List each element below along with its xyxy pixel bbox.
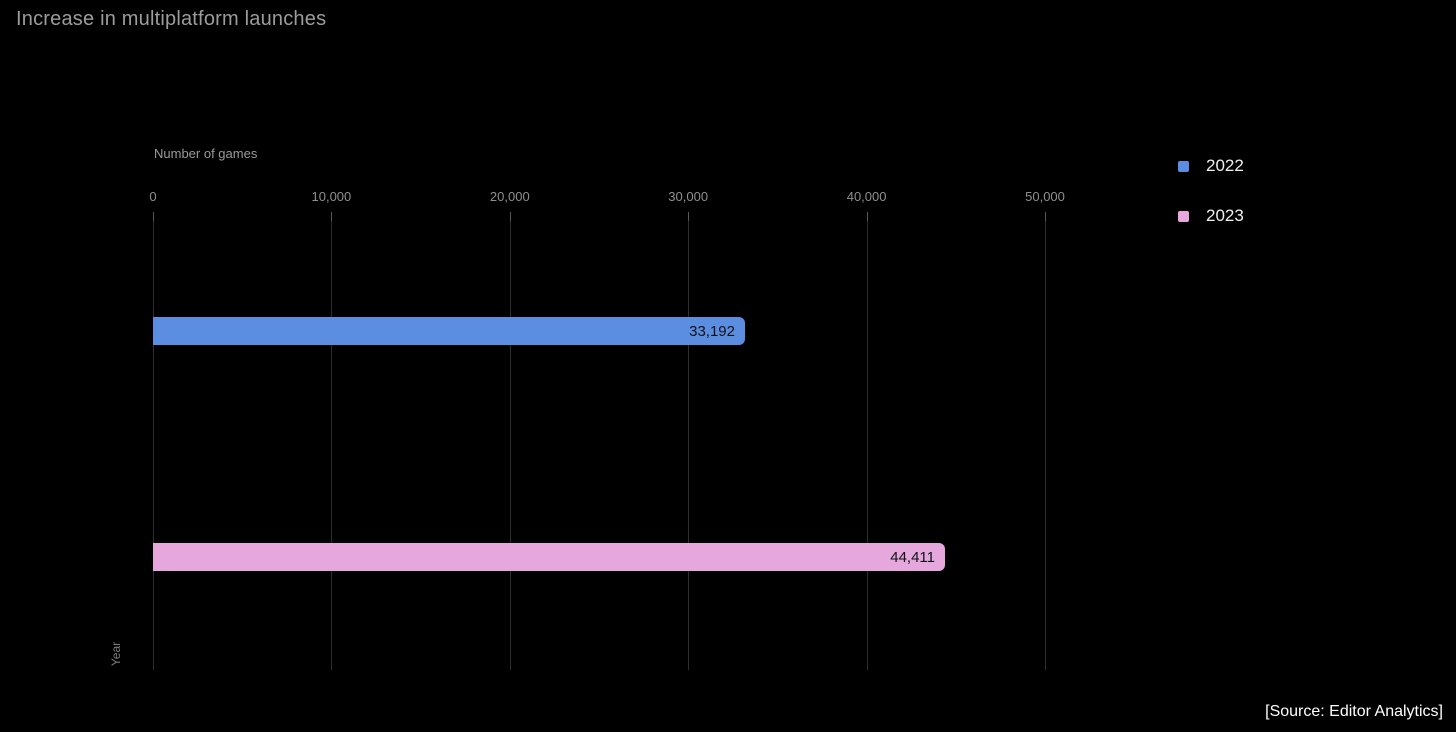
x-tick-label: 30,000 — [668, 189, 709, 204]
bar-2023: 44,411 — [153, 543, 945, 571]
x-tick-label: 40,000 — [846, 189, 887, 204]
gridline — [153, 212, 154, 670]
gridline — [1045, 212, 1046, 670]
legend-swatch-2022 — [1178, 160, 1189, 172]
x-axis-tick — [509, 212, 511, 221]
legend-label-2023: 2023 — [1206, 206, 1244, 225]
legend: 2022 2023 — [1178, 156, 1244, 226]
x-axis-tick — [1045, 212, 1046, 221]
legend-item-2022: 2022 — [1178, 156, 1244, 176]
x-axis-tick — [688, 212, 690, 221]
x-axis-tick — [866, 212, 868, 221]
gridline — [509, 212, 511, 670]
chart-title: Increase in multiplatform launches — [16, 8, 327, 30]
x-axis-title: Number of games — [154, 146, 258, 161]
bar-value-label: 33,192 — [689, 322, 735, 340]
legend-item-2023: 2023 — [1178, 206, 1244, 226]
x-tick-label: 0 — [149, 189, 157, 204]
legend-label-2022: 2022 — [1206, 156, 1244, 175]
x-axis-tick — [331, 212, 333, 221]
x-tick-label: 10,000 — [311, 189, 352, 204]
bar-2022: 33,192 — [153, 317, 745, 345]
x-tick-label: 20,000 — [489, 189, 530, 204]
gridline — [331, 212, 333, 670]
legend-swatch-2023 — [1178, 210, 1189, 222]
x-tick-label: 50,000 — [1025, 189, 1065, 204]
bar-value-label: 44,411 — [890, 548, 935, 566]
gridline — [688, 212, 690, 670]
y-axis-title: Year — [109, 641, 123, 667]
source-note: [Source: Editor Analytics] — [1265, 703, 1443, 720]
x-axis-tick — [153, 212, 154, 221]
gridline — [866, 212, 868, 670]
